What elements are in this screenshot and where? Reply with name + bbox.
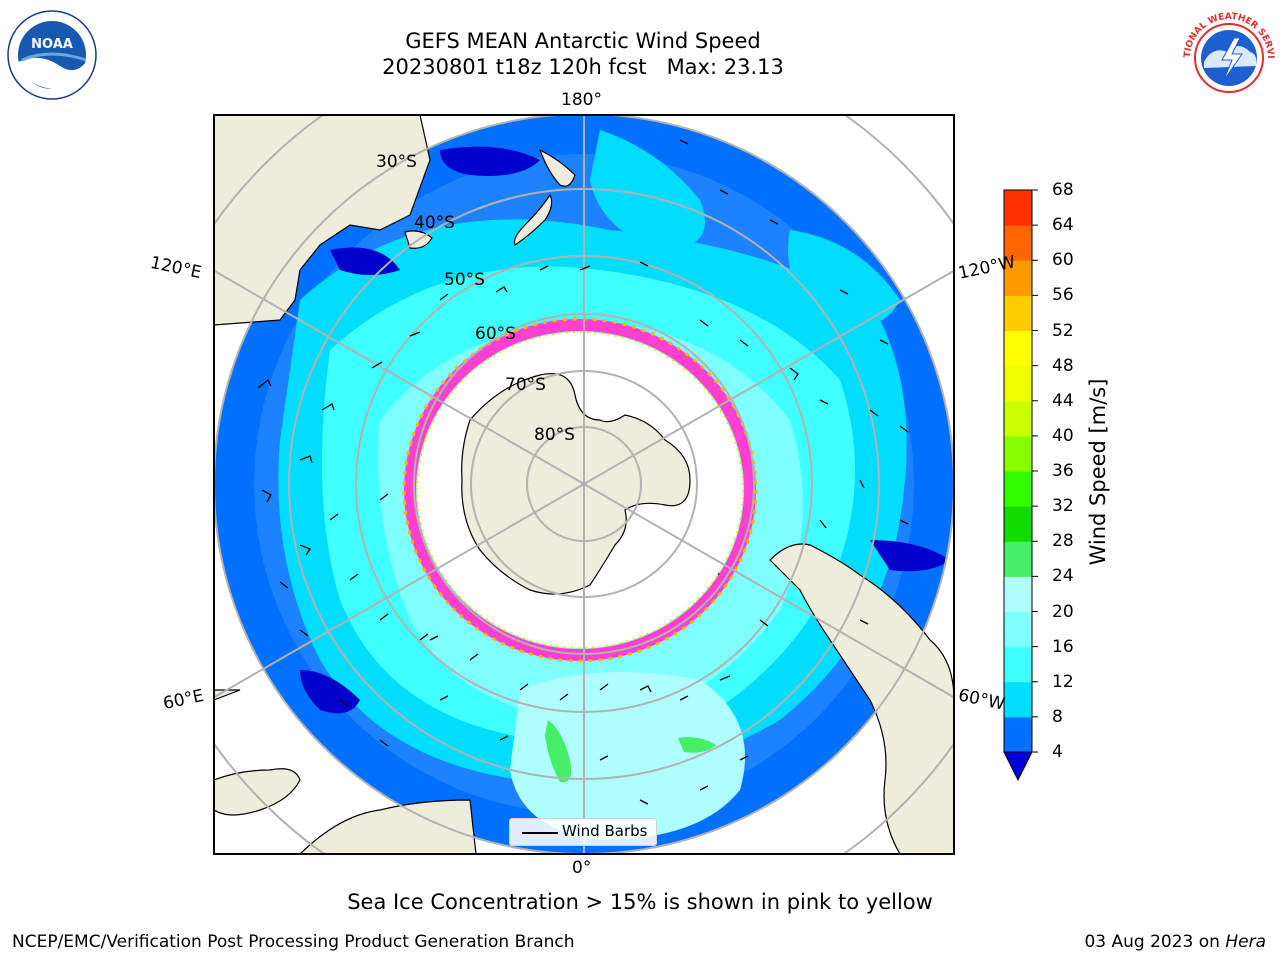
colorbar-segment xyxy=(1004,681,1032,718)
antarctica xyxy=(461,373,691,595)
wind-barb-legend-line xyxy=(522,832,558,834)
colorbar-tick-label: 40 xyxy=(1052,425,1074,446)
lat-label-80s: 80°S xyxy=(534,425,575,445)
colorbar-tick-label: 44 xyxy=(1052,390,1074,411)
colorbar-tick-label: 16 xyxy=(1052,636,1074,657)
colorbar-tick-label: 20 xyxy=(1052,601,1074,622)
colorbar-segment xyxy=(1004,576,1032,612)
colorbar-extend-triangle xyxy=(1003,751,1033,782)
lat-label-50s: 50°S xyxy=(444,270,485,290)
colorbar-tick-label: 8 xyxy=(1052,706,1063,727)
colorbar-title: Wind Speed [m/s] xyxy=(1086,378,1110,566)
lat-label-60s: 60°S xyxy=(475,324,516,344)
colorbar-segment xyxy=(1004,190,1032,226)
colorbar-segment xyxy=(1004,471,1032,507)
wind-barb-legend-label: Wind Barbs xyxy=(562,822,648,840)
colorbar-tick-label: 32 xyxy=(1052,496,1074,517)
wind-barbs xyxy=(257,139,909,805)
colorbar-tick-label: 56 xyxy=(1052,285,1074,306)
lon-label-180: 180° xyxy=(561,90,602,110)
colorbar-tick-label: 12 xyxy=(1052,671,1074,692)
footer-host: Hera xyxy=(1225,932,1266,952)
chart-title: GEFS MEAN Antarctic Wind Speed xyxy=(405,29,761,53)
colorbar-segment xyxy=(1004,260,1032,296)
colorbar-tick-label: 52 xyxy=(1052,320,1074,341)
lon-label-0: 0° xyxy=(572,858,592,878)
footer-date-text: 03 Aug 2023 on xyxy=(1084,932,1226,952)
colorbar-segment xyxy=(1004,716,1032,753)
colorbar-tick-label: 64 xyxy=(1052,215,1074,236)
colorbar-segment xyxy=(1004,295,1032,331)
colorbar-segment xyxy=(1004,611,1032,648)
nws-logo: NATIONAL WEATHER SERVICE xyxy=(1178,10,1275,104)
footer-date: 03 Aug 2023 on Hera xyxy=(1084,932,1266,952)
colorbar-tick-label: 36 xyxy=(1052,461,1074,481)
colorbar-segment xyxy=(1004,646,1032,683)
chart-subtitle: 20230801 t18z 120h fcst Max: 23.13 xyxy=(382,55,784,79)
colorbar-segment xyxy=(1004,541,1032,577)
colorbar-tick-label: 4 xyxy=(1052,742,1063,762)
lat-label-30s: 30°S xyxy=(376,152,417,172)
lat-label-70s: 70°S xyxy=(505,375,546,395)
noaa-logo: NOAA xyxy=(7,10,97,100)
colorbar-segment xyxy=(1004,400,1032,437)
colorbar-tick-label: 48 xyxy=(1052,355,1074,376)
colorbar-segment xyxy=(1004,506,1032,542)
footer-credit: NCEP/EMC/Verification Post Processing Pr… xyxy=(12,932,575,952)
colorbar xyxy=(1003,189,1038,782)
noaa-logo-text: NOAA xyxy=(31,37,73,52)
colorbar-tick-label: 24 xyxy=(1052,566,1074,587)
map-legend: Wind Barbs xyxy=(509,818,657,846)
colorbar-segment xyxy=(1004,330,1032,367)
graticule xyxy=(214,115,954,854)
lat-label-40s: 40°S xyxy=(414,213,455,233)
colorbar-tick-label: 28 xyxy=(1052,531,1074,552)
colorbar-segment xyxy=(1004,365,1032,402)
colorbar-tick-label: 68 xyxy=(1052,180,1074,200)
colorbar-segment xyxy=(1004,225,1032,261)
sea-ice-note: Sea Ice Concentration > 15% is shown in … xyxy=(347,890,933,914)
colorbar-tick-label: 60 xyxy=(1052,250,1074,271)
colorbar-segment xyxy=(1004,435,1032,472)
